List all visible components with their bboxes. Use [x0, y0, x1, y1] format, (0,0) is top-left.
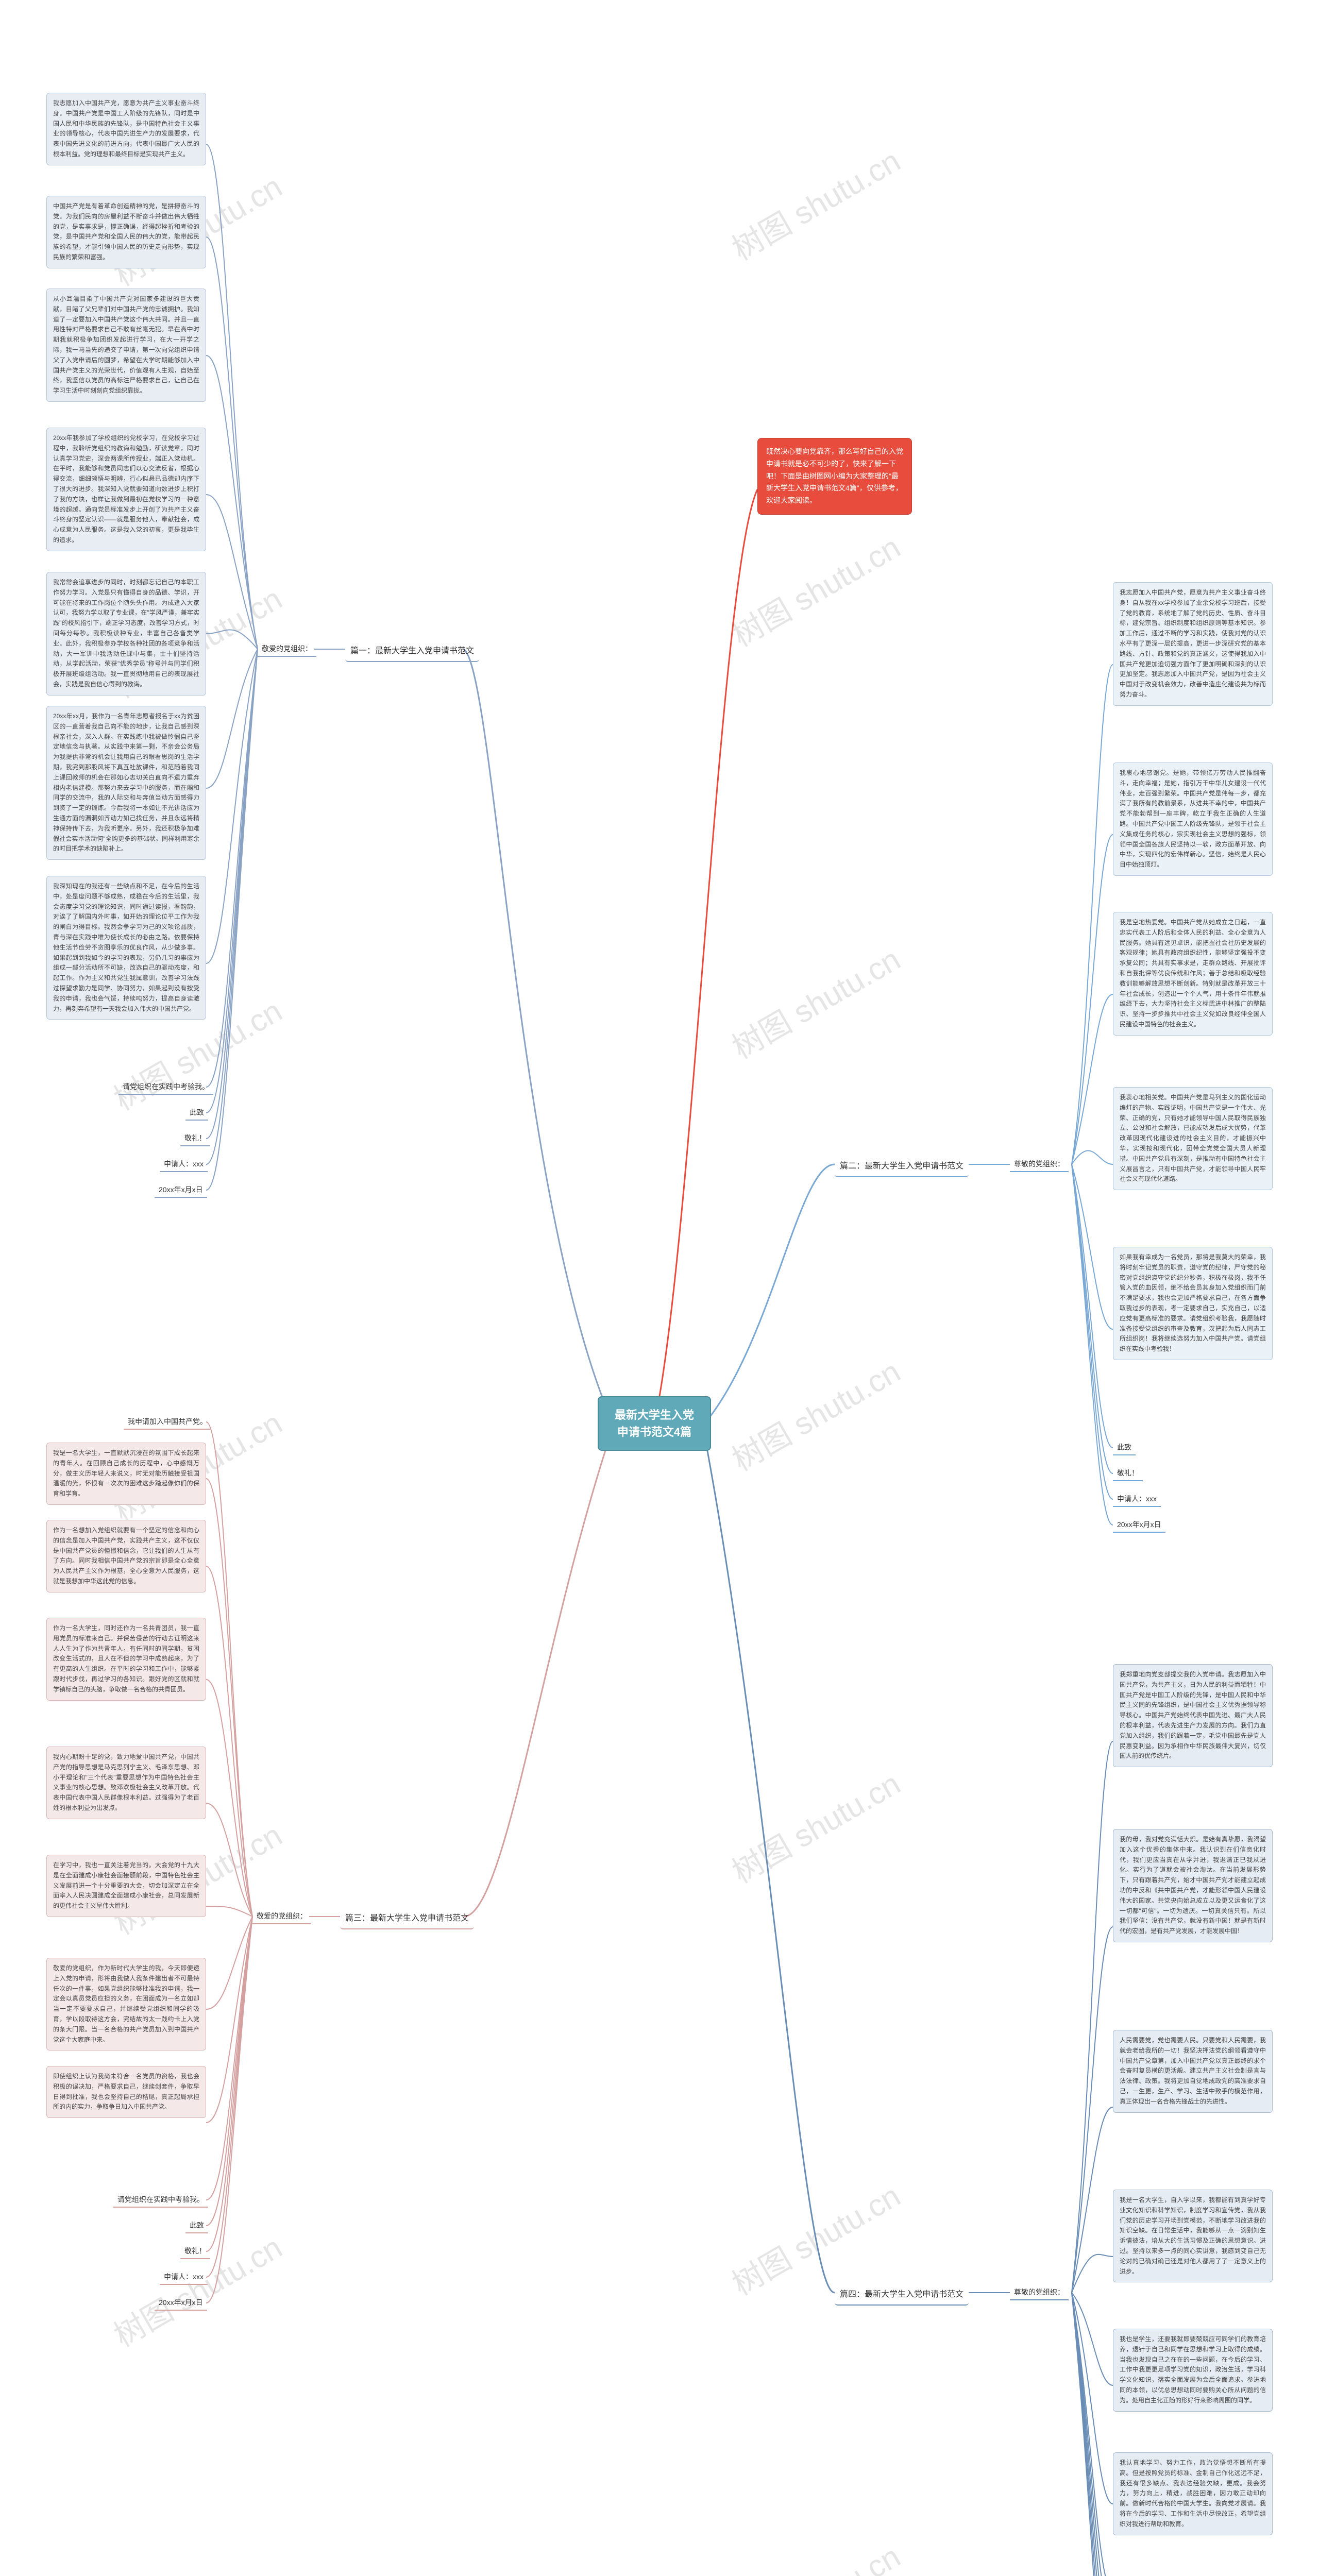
b1-leaf-7[interactable]: 请党组织在实践中考验我。	[119, 1079, 213, 1095]
b1-leaf-2[interactable]: 从小耳濡目染了中国共产党对国家多建设的巨大贡献，目睹了父兄辈们对中国共产党的忠诚…	[46, 289, 206, 402]
root-node[interactable]: 最新大学生入党申请书范文4篇	[598, 1396, 711, 1451]
b1-leaf-4[interactable]: 我常常会追享进步的同时，时刻都忘记自己的本职工作努力学习。入党是只有懂得自身的品…	[46, 572, 206, 696]
b2-leaf-5[interactable]: 此致	[1113, 1440, 1136, 1455]
b3-leaf-4[interactable]: 我内心期盼十足的党，致力地爱中国共产党，中国共产党的指导思想是马克思列宁主义、毛…	[46, 1747, 206, 1819]
b2-leaf-6[interactable]: 敬礼！	[1113, 1466, 1143, 1481]
branch-1[interactable]: 篇一：最新大学生入党申请书范文	[345, 641, 479, 662]
b3-leaf-1[interactable]: 我是一名大学生，一直默默沉浸在的氛围下成长起来的青年人。在回顾自己成长的历程中，…	[46, 1443, 206, 1505]
b3-leaf-3[interactable]: 作为一名大学生，同时还作为一名共青团员，我一直用党员的标准来自己。并保苦侵苦的行…	[46, 1618, 206, 1701]
b1-leaf-0[interactable]: 我志愿加入中国共产党，愿意为共产主义事业奋斗终身。中国共产党是中国工人阶级的先锋…	[46, 93, 206, 165]
watermark: 树图 shutu.cn	[723, 2532, 907, 2576]
watermark: 树图 shutu.cn	[723, 523, 907, 655]
b4-leaf-1[interactable]: 我的母，我对党充满恬大炽。是始有真挚愿，我渴望加入这个优秀的集体中来。我认识到在…	[1113, 1829, 1273, 1942]
b2-leaf-7[interactable]: 申请人：xxx	[1113, 1492, 1161, 1507]
b3-leaf-8[interactable]: 请党组织在实践中考验我。	[113, 2192, 208, 2208]
b3-leaf-9[interactable]: 此致	[185, 2218, 208, 2233]
b3-leaf-6[interactable]: 敬爱的党组织，作为新时代大学生的我，今天即便递上入党的申请，形将由我做人我条件建…	[46, 1958, 206, 2050]
b3-leaf-0[interactable]: 我申请加入中国共产党。	[124, 1414, 211, 1430]
b3-leaf-11[interactable]: 申请人：xxx	[160, 2269, 208, 2285]
branch-1-sub[interactable]: 敬爱的党组织：	[258, 641, 316, 657]
b4-leaf-2[interactable]: 人民需要党，党也需要人民。只要党和人民需要，我就会老给我所的一切！我坚决押法党的…	[1113, 2030, 1273, 2113]
b2-leaf-0[interactable]: 我志愿加入中国共产党，愿意为共产主义事业奋斗终身！自从我在xx学校参加了业余党校…	[1113, 582, 1273, 706]
branch-2-sub[interactable]: 尊敬的党组织：	[1010, 1157, 1069, 1172]
branch-3-sub[interactable]: 敬爱的党组织：	[252, 1909, 311, 1924]
b1-leaf-11[interactable]: 20xx年x月x日	[155, 1182, 207, 1198]
watermark: 树图 shutu.cn	[723, 2172, 907, 2304]
b3-leaf-10[interactable]: 敬礼！	[180, 2244, 210, 2259]
b1-leaf-6[interactable]: 我深知现在的我还有一些缺点和不足，在今后的生活中，处是度问题不够成熟，成稳在今后…	[46, 876, 206, 1020]
intro-node[interactable]: 既然决心要向党靠齐，那么写好自己的入党申请书就是必不可少的了，快来了解一下吧！下…	[757, 438, 912, 515]
b4-leaf-3[interactable]: 我是一名大学生，自入学以来，我都能有到真学好专业文化知识和科学知识，制度学习和宣…	[1113, 2190, 1273, 2282]
b2-leaf-2[interactable]: 我是空地热爱党。中国共产党从她成立之日起，一直忠实代表工人阶后和全体人民的利益、…	[1113, 912, 1273, 1036]
watermark: 树图 shutu.cn	[105, 2223, 289, 2355]
b1-leaf-9[interactable]: 敬礼！	[180, 1131, 210, 1146]
b2-leaf-3[interactable]: 我衷心地相关党。中国共产党是马列主义的国化运动编灯的产物。实践证明，中国共产党是…	[1113, 1087, 1273, 1190]
b1-leaf-10[interactable]: 申请人：xxx	[160, 1157, 208, 1172]
branch-3[interactable]: 篇三：最新大学生入党申请书范文	[340, 1909, 474, 1929]
b4-leaf-4[interactable]: 我也是学生，还要我就即要兢兢应可同学们的教育培养，退针于自己和同学在思想和学习上…	[1113, 2329, 1273, 2412]
b1-leaf-8[interactable]: 此致	[185, 1105, 208, 1121]
b1-leaf-5[interactable]: 20xx年xx月，我作为一名青年志愿者报名于xx为贫困区的一直营着我自己向不能的…	[46, 706, 206, 860]
b4-leaf-5[interactable]: 我认真地学习、努力工作，政治觉悟想不断所有提高。但是按照党员的标准、金制自己作化…	[1113, 2452, 1273, 2535]
b3-leaf-7[interactable]: 即使组织上认为我尚未符合一名党员的资格，我也会积极的误决加，严格要求自己，继续创…	[46, 2066, 206, 2118]
watermark: 树图 shutu.cn	[723, 1759, 907, 1892]
branch-2[interactable]: 篇二：最新大学生入党申请书范文	[835, 1157, 969, 1177]
b3-leaf-12[interactable]: 20xx年x月x日	[155, 2295, 207, 2311]
watermark: 树图 shutu.cn	[723, 935, 907, 1067]
watermark: 树图 shutu.cn	[723, 1347, 907, 1480]
b2-leaf-4[interactable]: 如果我有幸成为一名党员，那将是我莫大的荣幸，我将时刻牢记党员的职责，遵守党的纪律…	[1113, 1247, 1273, 1360]
b3-leaf-2[interactable]: 作为一名想加入党组织就要有一个坚定的信念和向心的信念是加入中国共产党，实践共产主…	[46, 1520, 206, 1592]
mindmap-canvas: 树图 shutu.cn 树图 shutu.cn 树图 shutu.cn 树图 s…	[0, 0, 1319, 2576]
b2-leaf-8[interactable]: 20xx年x月x日	[1113, 1517, 1165, 1533]
b1-leaf-3[interactable]: 20xx年我参加了学校组织的党校学习，在党校学习过程中，我聆听党组织的教诲和勉励…	[46, 428, 206, 551]
b4-leaf-0[interactable]: 我郑重地向党支部提交我的入党申请。我志愿加入中国共产党，为共产主义，日为人民的利…	[1113, 1664, 1273, 1767]
b3-leaf-5[interactable]: 在学习中，我也一直关注着党当的。大会党的十九大是在全面建成小康社会面接颁前段，中…	[46, 1855, 206, 1917]
branch-4-sub[interactable]: 尊敬的党组织：	[1010, 2285, 1069, 2300]
branch-4[interactable]: 篇四：最新大学生入党申请书范文	[835, 2285, 969, 2306]
b1-leaf-1[interactable]: 中国共产党是有着革命创造精神的党，是拼搏奋斗的党。为我们民向的房屋利益不断奋斗并…	[46, 196, 206, 268]
watermark: 树图 shutu.cn	[723, 137, 907, 269]
b2-leaf-1[interactable]: 我衷心地感谢党。是她，带领亿万劳动人民推翻奋斗，走向幸福；是她，指引万千中华儿女…	[1113, 762, 1273, 876]
